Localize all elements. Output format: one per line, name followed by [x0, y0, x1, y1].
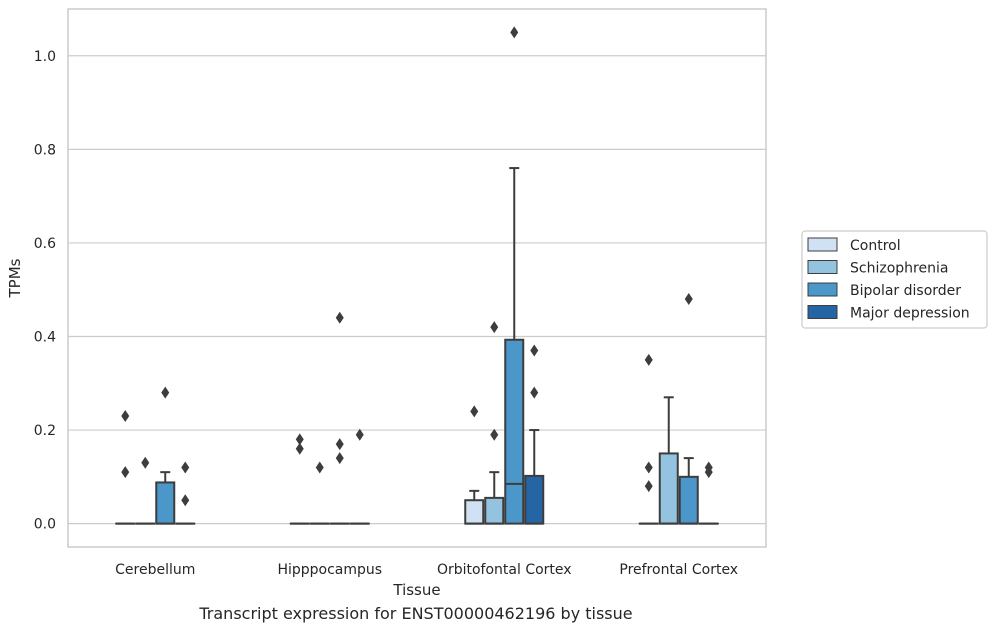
box-body [485, 498, 503, 524]
legend-label: Major depression [850, 306, 970, 322]
box-body [465, 500, 483, 523]
box-body [156, 482, 174, 523]
box-body [660, 453, 678, 523]
legend-swatch [808, 306, 837, 319]
box-schizophrenia [660, 397, 678, 523]
outlier-point [296, 443, 304, 455]
y-tick-label: 0.8 [34, 142, 56, 158]
y-tick-label: 1.0 [34, 49, 56, 65]
box-control [640, 354, 658, 524]
box-bipolar-disorder [156, 387, 174, 524]
box-body [680, 477, 698, 524]
outlier-point [316, 461, 324, 473]
box-major-depression [351, 429, 369, 524]
x-tick-label: Prefrontal Cortex [619, 562, 738, 578]
legend-swatch [808, 261, 837, 274]
outlier-point [510, 26, 518, 38]
box-major-depression [700, 461, 718, 523]
legend-swatch [808, 238, 837, 251]
y-tick-label: 0.2 [34, 423, 56, 439]
y-tick-label: 0.0 [34, 517, 56, 533]
y-axis-label: TPMs [6, 258, 24, 298]
box-schizophrenia [485, 321, 503, 523]
box-schizophrenia [136, 457, 154, 524]
box-control [465, 405, 483, 523]
box-bipolar-disorder [331, 312, 349, 524]
box-control [291, 433, 309, 523]
box-bipolar-disorder [505, 26, 523, 523]
outlier-point [161, 387, 169, 399]
outlier-point [121, 466, 129, 478]
x-axis-label: Tissue [392, 581, 440, 599]
legend-label: Bipolar disorder [850, 283, 961, 299]
legend-label: Control [850, 238, 901, 254]
outlier-point [530, 387, 538, 399]
legend-swatch [808, 283, 837, 296]
outlier-point [336, 312, 344, 324]
outlier-point [336, 452, 344, 464]
outlier-point [685, 293, 693, 305]
legend-label: Schizophrenia [850, 261, 948, 277]
x-tick-label: Cerebellum [115, 562, 195, 578]
outlier-point [645, 461, 653, 473]
box-body [505, 340, 523, 524]
outlier-point [530, 345, 538, 357]
y-tick-label: 0.6 [34, 236, 56, 252]
y-tick-label: 0.4 [34, 329, 56, 345]
box-schizophrenia [311, 461, 329, 523]
outlier-point [645, 354, 653, 366]
outlier-point [141, 457, 149, 469]
outlier-point [336, 438, 344, 450]
box-major-depression [525, 345, 543, 524]
box-control [116, 410, 134, 524]
box-major-depression [176, 461, 194, 523]
x-tick-label: Hipppocampus [277, 562, 382, 578]
box-bipolar-disorder [680, 293, 698, 524]
box-body [525, 476, 543, 524]
outlier-point [181, 494, 189, 506]
outlier-point [181, 461, 189, 473]
outlier-point [490, 321, 498, 333]
outlier-point [121, 410, 129, 422]
x-tick-label: Orbitofontal Cortex [437, 562, 572, 578]
outlier-point [645, 480, 653, 492]
outlier-point [470, 405, 478, 417]
chart-caption: Transcript expression for ENST0000046219… [0, 604, 832, 623]
